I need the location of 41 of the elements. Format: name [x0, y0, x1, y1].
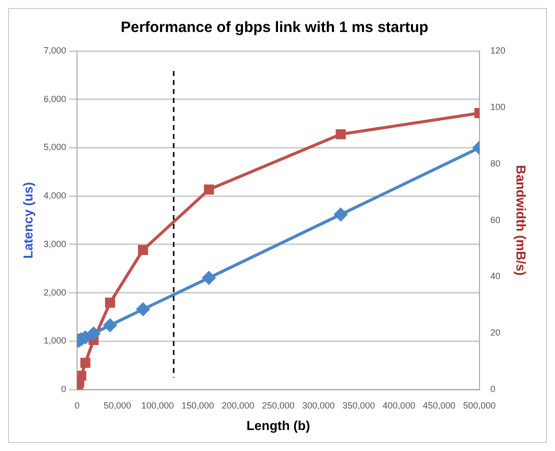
x-tick-label: 450,000: [422, 400, 456, 410]
point: [77, 370, 86, 381]
x-axis-title: Length (b): [246, 418, 310, 433]
x-tick-label: 500,000: [463, 400, 496, 410]
x-tick-label: 100,000: [141, 400, 174, 410]
y2-tick-label: 100: [490, 102, 506, 112]
x-tick-label: 50,000: [104, 400, 132, 410]
point: [204, 184, 214, 195]
x-tick-label: 0: [74, 400, 80, 410]
x-tick-label: 250,000: [262, 400, 295, 410]
x-tick-label: 150,000: [182, 400, 214, 410]
x-tick-label: 300,000: [302, 400, 335, 410]
point: [138, 244, 148, 255]
chart-title: Performance of gbps link with 1 ms startup: [120, 19, 428, 36]
y2-tick-label: 60: [490, 214, 500, 225]
point: [336, 129, 346, 140]
y-tick-label: 0: [61, 384, 66, 394]
x-tick-label: 350,000: [342, 400, 375, 410]
y-tick-label: 2,000: [44, 287, 66, 298]
point: [136, 302, 150, 316]
y-tick-label: 6,000: [44, 94, 66, 104]
point: [202, 271, 216, 284]
y-tick-label: 3,000: [44, 238, 66, 249]
y2-tick-label: 120: [490, 45, 506, 56]
y-axis-title: Latency (us): [20, 182, 36, 259]
point: [80, 358, 90, 368]
point: [334, 208, 348, 221]
y-tick-label: 4,000: [44, 190, 66, 201]
y2-tick-label: 40: [490, 271, 500, 282]
y2-tick-label: 80: [490, 158, 500, 168]
point: [87, 326, 100, 340]
point: [104, 318, 117, 332]
y-tick-label: 5,000: [44, 142, 66, 152]
y2-axis-title: Bandwidth (mB/s): [514, 165, 529, 276]
point: [105, 298, 116, 308]
y2-tick-label: 0: [490, 384, 496, 394]
y-tick-label: 1,000: [44, 336, 66, 346]
y2-tick-label: 20: [490, 328, 500, 338]
x-tick-label: 400,000: [382, 400, 416, 410]
x-tick-label: 200,000: [222, 400, 254, 410]
y-tick-label: 7,000: [44, 45, 66, 56]
